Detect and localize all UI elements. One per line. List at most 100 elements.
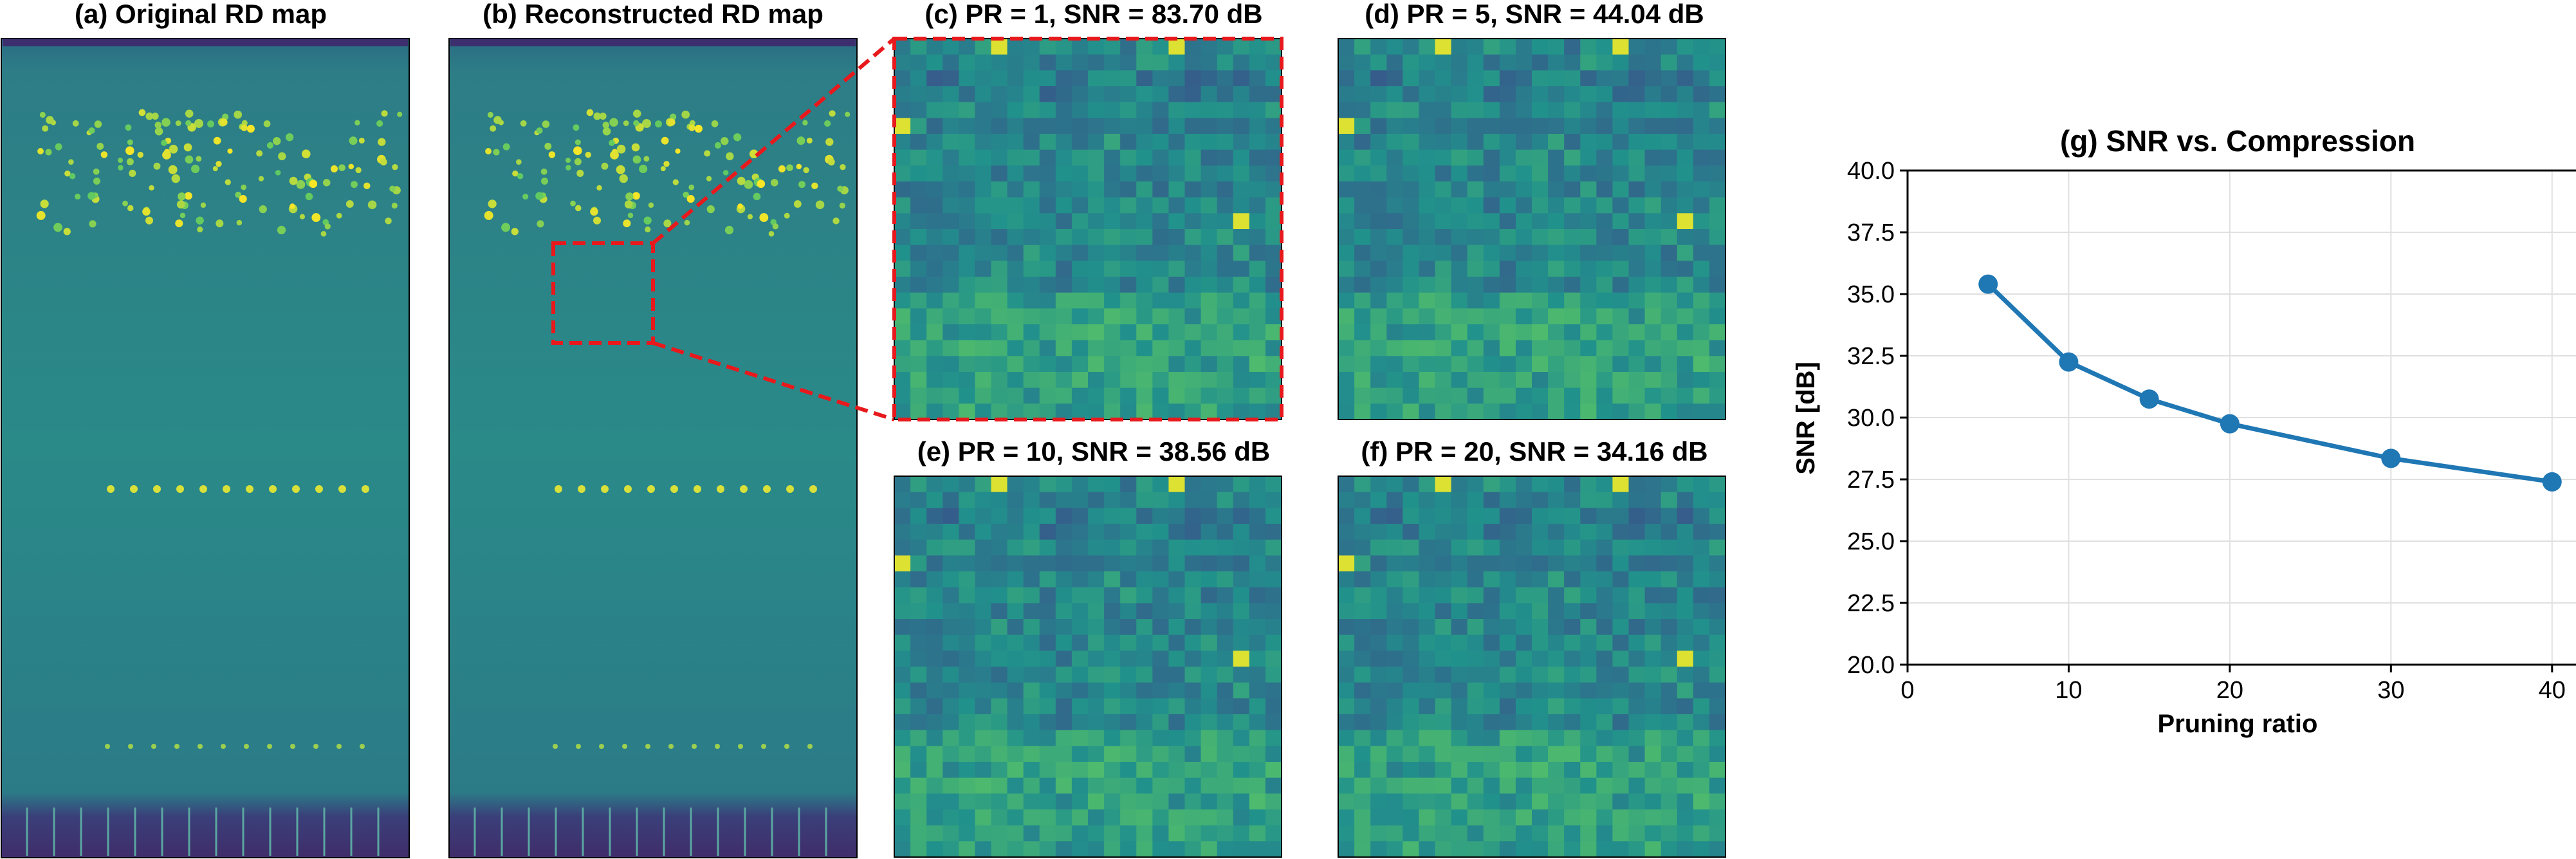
heat-cell: [1661, 308, 1678, 325]
heat-cell: [1088, 634, 1105, 651]
heat-cell: [1612, 825, 1630, 842]
heat-cell: [1023, 603, 1040, 620]
heat-cell: [1386, 197, 1403, 214]
heat-cell: [1136, 762, 1153, 779]
heat-cell: [1168, 181, 1186, 198]
heat-cell: [1435, 571, 1452, 588]
heat-cell: [1039, 70, 1056, 87]
heat-cell: [894, 603, 911, 620]
heat-cell: [1386, 387, 1403, 404]
heat-cell: [1104, 403, 1121, 420]
heat-cell: [1532, 356, 1549, 373]
heat-cell: [1580, 102, 1597, 118]
heat-cell: [1693, 277, 1710, 293]
heat-cell: [1709, 667, 1726, 683]
heat-cell: [1201, 70, 1218, 87]
heat-cell: [1249, 356, 1266, 373]
rd-point: [37, 148, 44, 154]
heat-cell: [1419, 340, 1436, 356]
heat-cell: [1467, 118, 1484, 134]
heat-cell: [1467, 102, 1484, 118]
rd-point: [258, 176, 264, 181]
heat-cell: [1403, 197, 1420, 214]
heat-cell: [1499, 324, 1516, 341]
heat-cell: [894, 245, 911, 261]
heat-cell: [991, 555, 1008, 572]
heat-cell: [1419, 181, 1436, 198]
heat-cell: [1693, 213, 1710, 230]
heat-cell: [1233, 634, 1250, 651]
heat-cell: [1709, 197, 1726, 214]
heat-cell: [1661, 587, 1678, 604]
heat-cell: [1677, 261, 1694, 277]
heat-cell: [1483, 340, 1500, 356]
heat-cell: [1499, 571, 1516, 588]
heat-cell: [926, 324, 943, 341]
rd-point: [704, 150, 711, 157]
heat-cell: [1023, 492, 1040, 508]
heat-cell: [1007, 118, 1024, 134]
heat-cell: [991, 730, 1008, 746]
heat-cell: [1419, 356, 1436, 373]
heat-cell: [1467, 539, 1484, 556]
heat-cell: [910, 793, 927, 810]
rd-point: [535, 192, 544, 200]
heat-cell: [910, 714, 927, 731]
heat-cell: [1612, 841, 1630, 858]
heat-cell: [1055, 308, 1072, 325]
heat-cell: [1120, 356, 1137, 373]
heat-cell: [1249, 324, 1266, 341]
heat-cell: [1104, 476, 1121, 493]
heat-cell: [1201, 403, 1218, 420]
heat-cell: [1548, 261, 1565, 277]
heat-cell: [926, 39, 943, 55]
rd-point: [236, 219, 243, 226]
heat-cell: [1233, 292, 1250, 309]
heat-cell: [1233, 245, 1250, 261]
heat-cell: [1564, 539, 1581, 556]
heat-cell: [1120, 387, 1137, 404]
heat-cell: [1088, 682, 1105, 699]
heat-cell: [1249, 651, 1266, 667]
heat-cell: [1184, 539, 1202, 556]
heat-cell: [1184, 403, 1202, 420]
heat-cell: [1709, 524, 1726, 540]
heat-cell: [1628, 340, 1646, 356]
heat-cell: [1217, 667, 1234, 683]
heat-cell: [1055, 793, 1072, 810]
heat-cell: [959, 118, 976, 134]
rd-point: [392, 163, 398, 171]
heat-cell: [1233, 667, 1250, 683]
heat-cell: [1039, 165, 1056, 182]
heat-cell: [1709, 356, 1726, 373]
heat-cell: [1564, 698, 1581, 715]
heat-cell: [1483, 825, 1500, 842]
heat-cell: [1580, 165, 1597, 182]
heat-cell: [1564, 524, 1581, 540]
heat-cell: [1120, 762, 1137, 779]
panel-a-title: (a) Original RD map: [75, 0, 327, 29]
heat-cell: [1120, 340, 1137, 356]
heat-cell: [1071, 571, 1089, 588]
heat-cell: [1152, 651, 1170, 667]
heat-cell: [1354, 476, 1371, 493]
panel-c-title: (c) PR = 1, SNR = 83.70 dB: [925, 0, 1262, 29]
heat-cell: [1088, 714, 1105, 731]
rd-point: [130, 485, 138, 493]
heat-cell: [910, 197, 927, 214]
heat-cell: [1071, 524, 1089, 540]
heat-cell: [1201, 730, 1218, 746]
rd-point: [345, 200, 354, 208]
heat-cell: [1201, 324, 1218, 341]
rd-point: [829, 110, 836, 117]
heat-cell: [975, 245, 992, 261]
heat-cell: [1403, 134, 1420, 151]
heat-cell: [1628, 54, 1646, 71]
heat-cell: [1265, 730, 1282, 746]
heat-cell: [1184, 372, 1202, 389]
heat-cell: [1483, 54, 1500, 71]
heat-cell: [1596, 476, 1614, 493]
heat-cell: [1039, 555, 1056, 572]
heat-cell: [1386, 70, 1403, 87]
rd-point: [807, 744, 813, 749]
